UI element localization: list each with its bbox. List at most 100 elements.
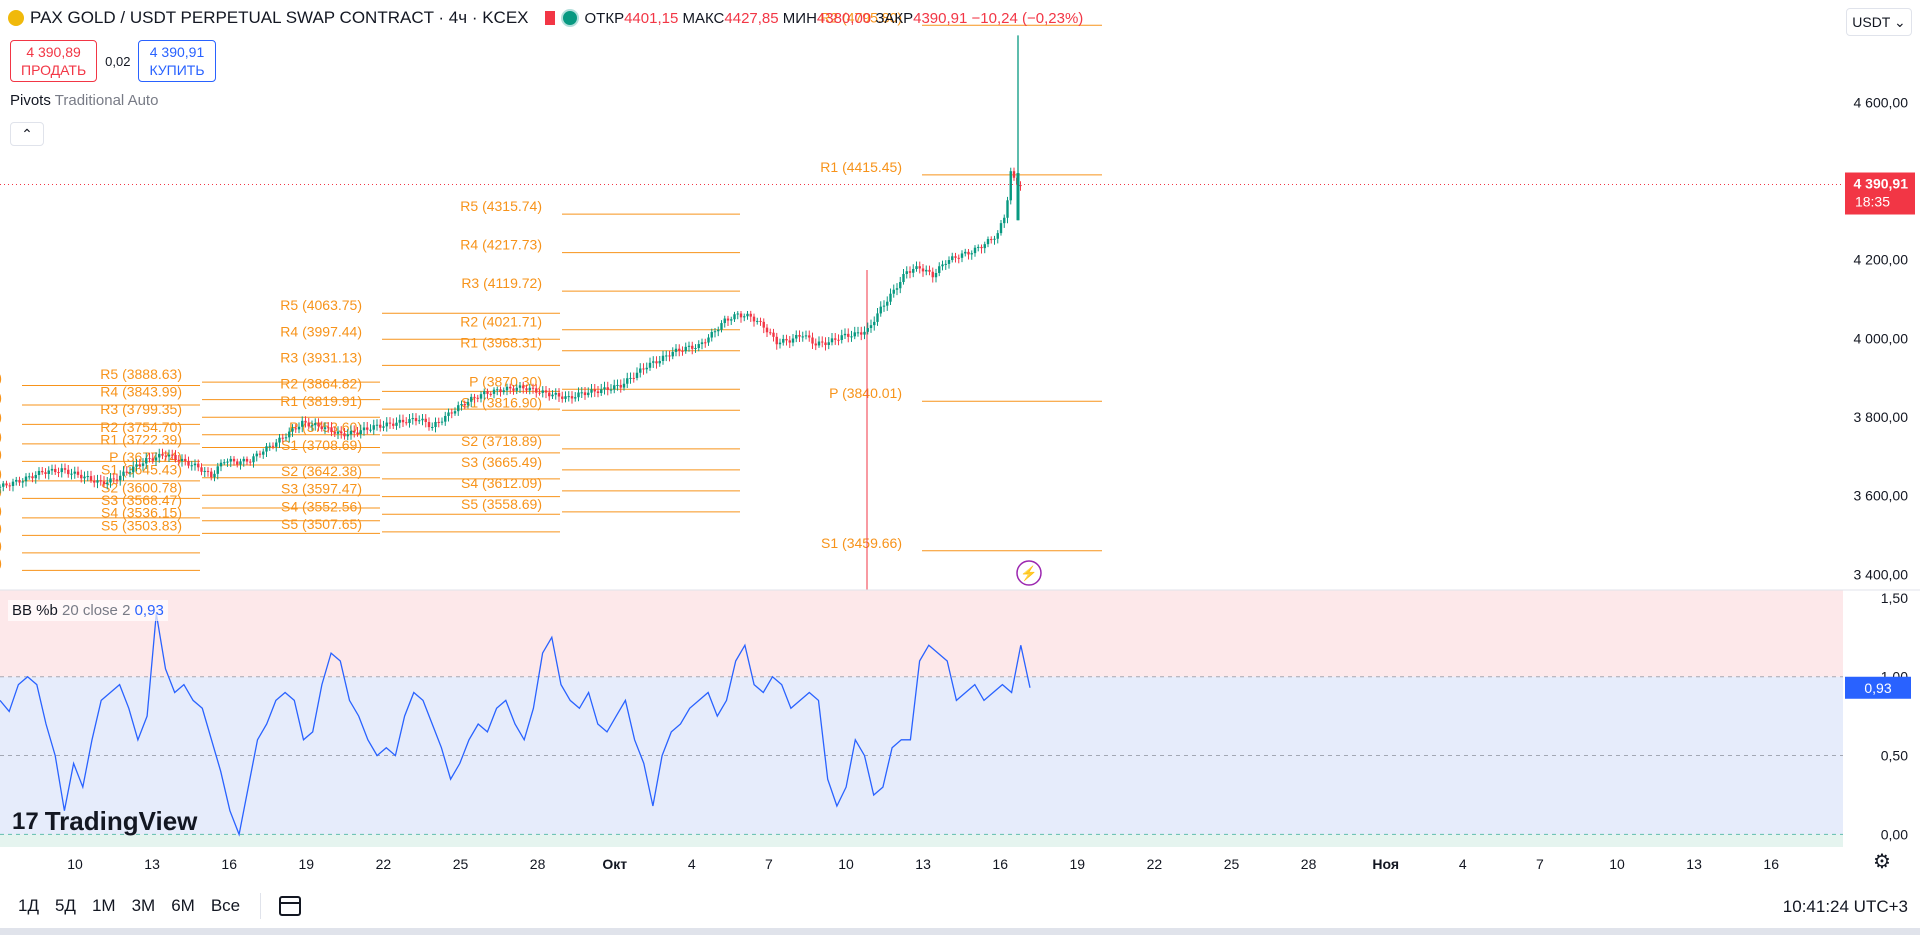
close-value: 4390,91: [913, 9, 968, 27]
spread-value: 0,02: [105, 53, 131, 69]
candle-body: [356, 432, 359, 435]
pivot-label: S2 (3642.38): [281, 463, 362, 479]
candle-body: [479, 394, 483, 399]
chevron-up-icon[interactable]: ⌃: [10, 122, 44, 146]
candle-body: [674, 348, 678, 352]
candle-body: [1006, 200, 1009, 218]
candle-body: [262, 451, 265, 455]
pivot-label: R5 (3879.91): [0, 370, 2, 386]
candle-body: [375, 424, 379, 426]
candle-body: [1012, 171, 1016, 178]
toolbar-divider: [260, 893, 262, 919]
candle-body: [232, 458, 236, 462]
candle-body: [310, 425, 314, 427]
bb-tick-label: 1,50: [1881, 590, 1908, 606]
candle-body: [141, 463, 145, 466]
calendar-icon[interactable]: [279, 896, 302, 916]
candle-body: [340, 431, 343, 434]
candle-body: [632, 377, 635, 379]
candle-body: [444, 415, 447, 422]
range-3m[interactable]: 3М: [131, 896, 156, 915]
candle-body: [840, 335, 843, 340]
pivot-label: R2 (4795.80): [820, 9, 902, 25]
settings-icon[interactable]: ⚙: [1873, 851, 1891, 873]
pivot-label: S1 (3592.97): [0, 482, 2, 498]
candle-body: [47, 470, 50, 474]
bb-line: [0, 613, 1031, 837]
candle-body: [2, 483, 5, 487]
sell-button[interactable]: 4 390,89 ПРОДАТЬ: [10, 40, 98, 82]
pivot-label: S2 (3718.89): [461, 433, 542, 449]
candle-body: [830, 338, 834, 343]
candle-body: [463, 403, 466, 406]
high-value: 4427,85: [724, 9, 779, 27]
candle-body: [333, 432, 336, 434]
high-label: МАКС: [682, 9, 725, 27]
pivot-label: S3 (3568.47): [101, 492, 182, 508]
range-6m[interactable]: 6М: [171, 896, 195, 915]
candle-body: [892, 289, 895, 294]
candle-body: [466, 401, 470, 406]
candle-body: [707, 337, 710, 343]
candle-body: [34, 474, 37, 479]
candle-body: [89, 476, 93, 481]
range-1d[interactable]: 1Д: [18, 896, 39, 915]
clock[interactable]: 10:41:24 UTC+3: [1782, 897, 1908, 916]
candle-body: [934, 272, 938, 278]
candle-body: [814, 343, 817, 346]
time-tick-label: 7: [1536, 856, 1544, 872]
candle-body: [535, 388, 538, 393]
price-tick-label: 4 200,00: [1854, 252, 1909, 268]
candle-body: [759, 320, 762, 322]
pivot-label: S4 (3536.15): [101, 505, 182, 521]
candle-body: [483, 391, 486, 395]
candle-body: [1016, 173, 1020, 221]
candle-body: [609, 389, 613, 391]
candle-body: [437, 421, 440, 423]
candle-body: [587, 392, 590, 396]
candle-body: [405, 422, 408, 424]
candle-body: [762, 321, 765, 328]
candle-body: [453, 411, 457, 414]
candle-body: [275, 442, 278, 447]
range-1m[interactable]: 1М: [91, 896, 116, 915]
pivot-label: S3 (3597.47): [281, 481, 362, 497]
pivots-legend[interactable]: Pivots Traditional Auto: [10, 92, 158, 109]
candle-body: [863, 331, 866, 335]
candle-body: [197, 463, 200, 468]
tradingview-logo[interactable]: 17 TradingView: [12, 806, 197, 837]
candle-body: [63, 468, 67, 470]
candle-body: [96, 480, 99, 483]
candle-body: [54, 468, 57, 473]
bb-legend[interactable]: BB %b 20 close 2 0,93: [8, 600, 168, 621]
candle-body: [999, 223, 1003, 234]
ohlc-values: ОТКР4401,15 МАКС4427,85 МИН4380,00 ЗАКР4…: [585, 10, 1084, 27]
low-value: 4380,00: [816, 9, 872, 27]
candle-body: [320, 426, 323, 430]
candle-body: [564, 396, 567, 399]
candle-body: [746, 313, 749, 317]
candle-body: [505, 386, 509, 391]
price-tick-label: 3 600,00: [1854, 488, 1909, 504]
candle-body: [239, 461, 242, 465]
candle-body: [736, 313, 739, 315]
candle-body: [187, 461, 190, 466]
candle-body: [70, 473, 73, 475]
candle-body: [648, 362, 652, 368]
candle-body: [8, 485, 11, 487]
flag-icon[interactable]: [544, 11, 555, 25]
candle-body: [193, 463, 197, 466]
time-tick-label: Ноя: [1372, 856, 1399, 872]
candle-body: [804, 335, 808, 337]
range-all[interactable]: Все: [210, 896, 241, 915]
candle-body: [278, 437, 281, 443]
buy-button[interactable]: 4 390,91 КУПИТЬ: [138, 40, 216, 82]
pivot-label: R1 (3722.39): [100, 431, 182, 447]
pivot-label: R5 (4315.74): [460, 198, 542, 214]
candle-body: [704, 342, 707, 344]
range-5d[interactable]: 5Д: [54, 896, 76, 915]
symbol-title[interactable]: PAX GOLD / USDT PERPETUAL SWAP CONTRACT …: [30, 8, 529, 27]
currency-selector[interactable]: USDT ⌄: [1846, 8, 1912, 36]
candle-body: [765, 327, 769, 333]
